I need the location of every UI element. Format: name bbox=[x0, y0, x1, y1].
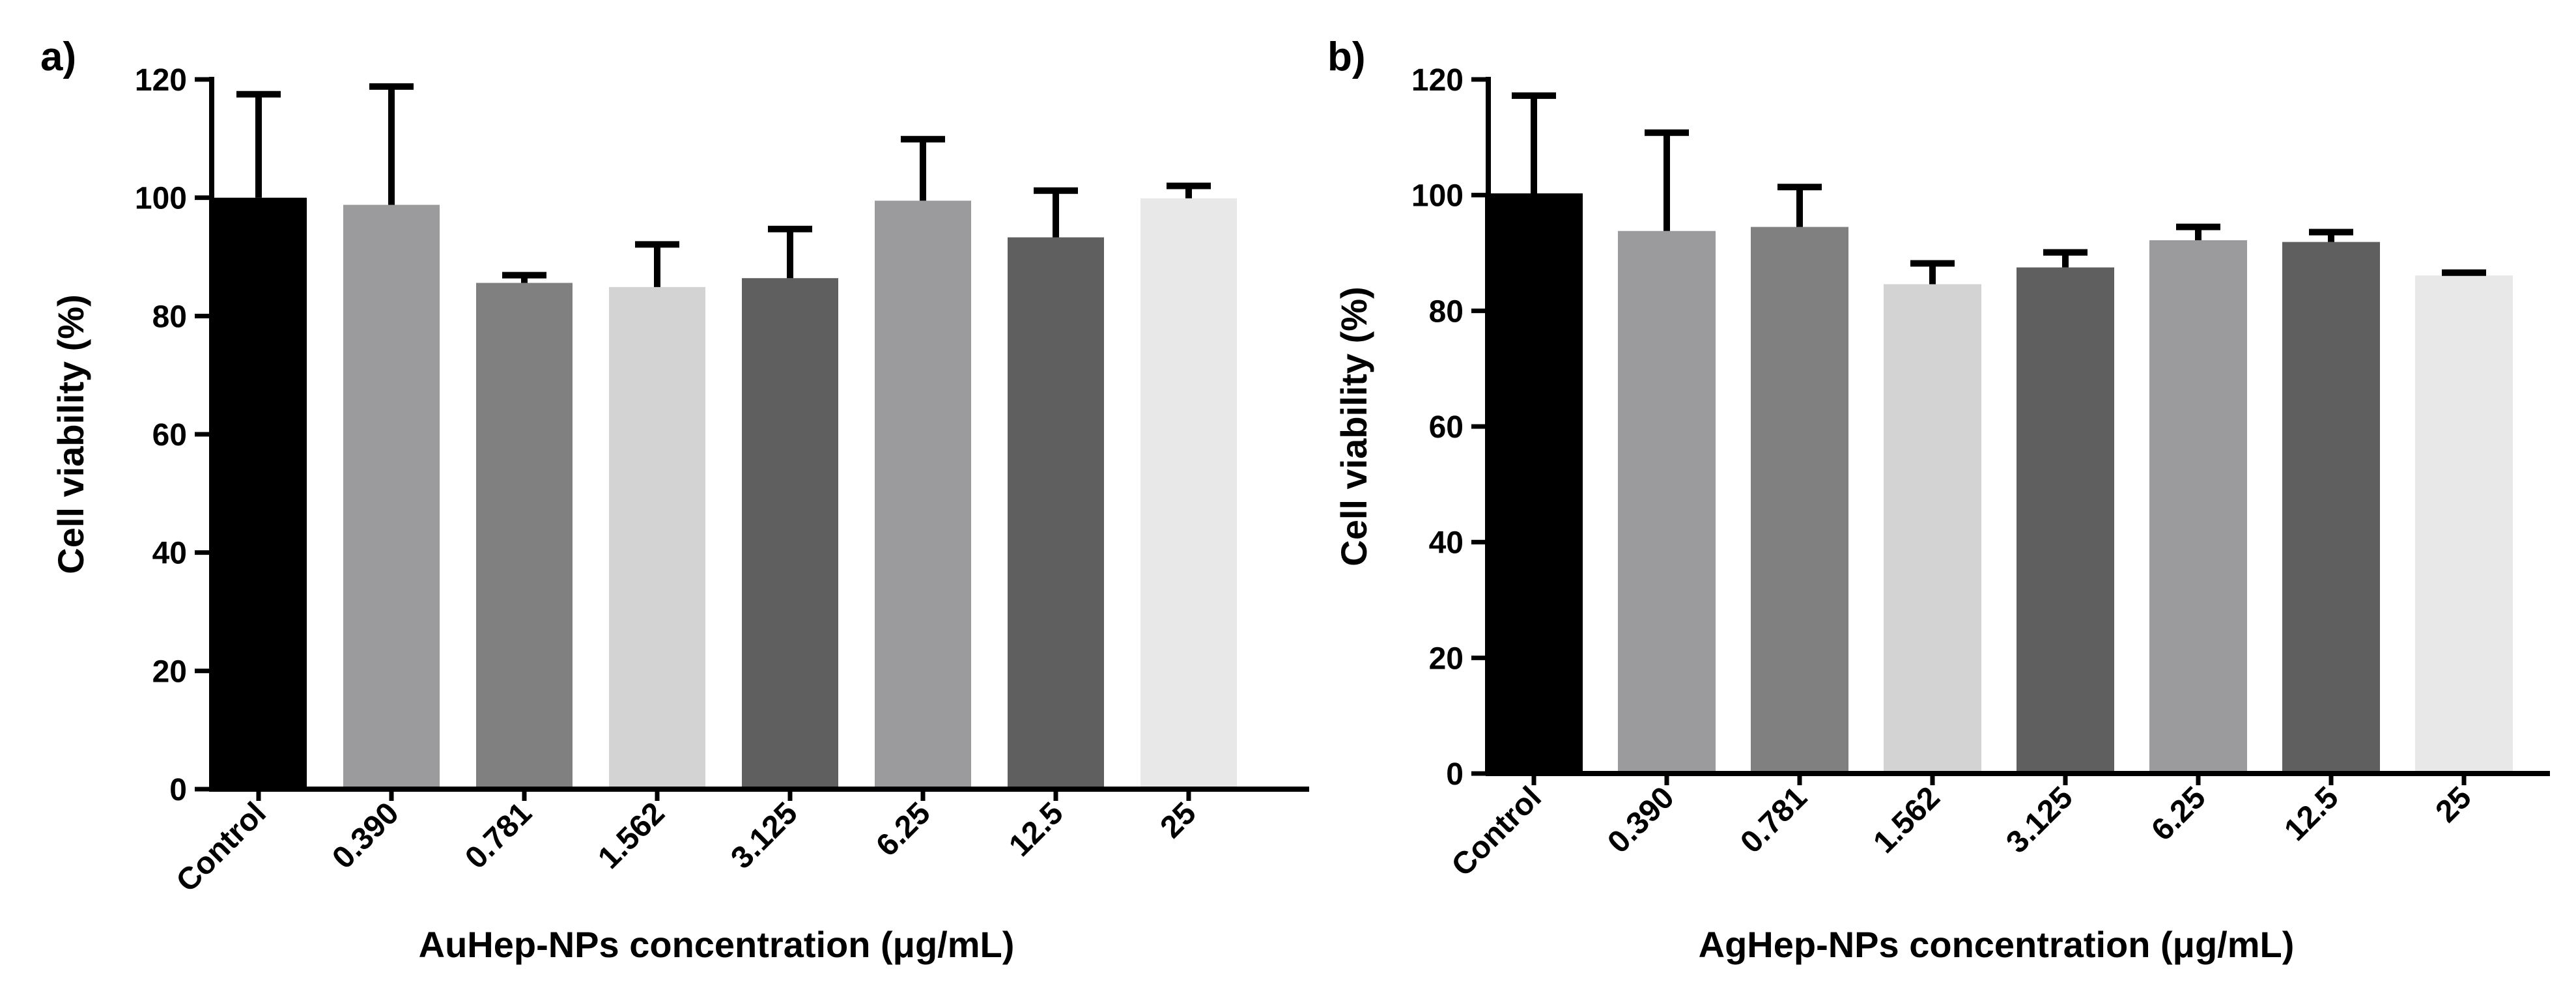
y-tick-label: 100 bbox=[135, 182, 187, 216]
bar-3.125 bbox=[742, 278, 838, 789]
x-tick-label: 0.390 bbox=[1601, 780, 1680, 859]
y-tick-label: 80 bbox=[152, 300, 187, 334]
x-tick-label: 3.125 bbox=[724, 796, 804, 875]
bar-0.390 bbox=[1618, 230, 1716, 774]
x-tick-label: 12.5 bbox=[1002, 796, 1070, 863]
chart-panel-a: a) 0 20 40 60 80 100 120 Control 0.390 0.781 1.562 3… bbox=[40, 35, 1309, 965]
x-tick-label: 1.562 bbox=[1867, 780, 1946, 859]
x-tick-label: 25 bbox=[1154, 796, 1203, 844]
x-tick-label: 3.125 bbox=[2000, 780, 2079, 859]
bar-3.125 bbox=[2017, 267, 2114, 774]
y-tick-label: 120 bbox=[135, 63, 187, 98]
x-tick-label: 0.781 bbox=[459, 796, 538, 875]
y-tick-label: 100 bbox=[1411, 179, 1464, 214]
y-tick-label: 120 bbox=[1411, 63, 1464, 98]
y-tick-label: 60 bbox=[152, 418, 187, 453]
bar-Control bbox=[1485, 193, 1583, 774]
bar-12.5 bbox=[1008, 237, 1104, 789]
panel-label: b) bbox=[1327, 35, 1366, 79]
x-axis-title: AgHep-NPs concentration (μg/mL) bbox=[1699, 924, 2295, 965]
x-tick-label: 0.781 bbox=[1734, 780, 1813, 859]
bar-6.25 bbox=[875, 201, 971, 789]
bar-6.25 bbox=[2149, 240, 2247, 774]
bar-12.5 bbox=[2282, 242, 2380, 774]
y-axis-title: Cell viability (%) bbox=[50, 294, 91, 574]
x-tick-label: 12.5 bbox=[2278, 780, 2345, 848]
panel-label: a) bbox=[40, 35, 76, 79]
y-tick-label: 0 bbox=[169, 773, 187, 807]
y-tick-label: 20 bbox=[1429, 641, 1464, 676]
x-tick-label: 6.25 bbox=[2145, 780, 2213, 848]
y-tick-label: 80 bbox=[1429, 294, 1464, 329]
bar-1.562 bbox=[1884, 284, 1981, 774]
x-tick-label: 6.25 bbox=[870, 796, 937, 863]
x-tick-label: 0.390 bbox=[326, 796, 405, 875]
y-tick-label: 20 bbox=[152, 654, 187, 689]
chart-panel-b: b) 0 20 40 60 80 100 120 Control 0.390 0.781 1.562 3… bbox=[1327, 35, 2550, 965]
y-tick-label: 60 bbox=[1429, 410, 1464, 445]
bar-25 bbox=[2415, 275, 2513, 774]
y-tick-label: 40 bbox=[152, 537, 187, 571]
x-tick-label: 25 bbox=[2429, 780, 2478, 829]
bar-25 bbox=[1140, 198, 1237, 789]
x-tick-label: Control bbox=[1445, 780, 1548, 883]
y-tick-label: 0 bbox=[1446, 757, 1464, 792]
bar-Control bbox=[210, 197, 307, 790]
x-tick-label: 1.562 bbox=[591, 796, 671, 875]
x-axis-title: AuHep-NPs concentration (μg/mL) bbox=[419, 924, 1015, 965]
bar-0.781 bbox=[476, 283, 573, 789]
y-tick-label: 40 bbox=[1429, 526, 1464, 561]
bar-1.562 bbox=[609, 286, 705, 789]
bar-0.390 bbox=[343, 204, 440, 790]
x-tick-label: Control bbox=[170, 796, 273, 899]
bar-0.781 bbox=[1751, 227, 1848, 774]
y-axis-title: Cell viability (%) bbox=[1333, 286, 1374, 566]
